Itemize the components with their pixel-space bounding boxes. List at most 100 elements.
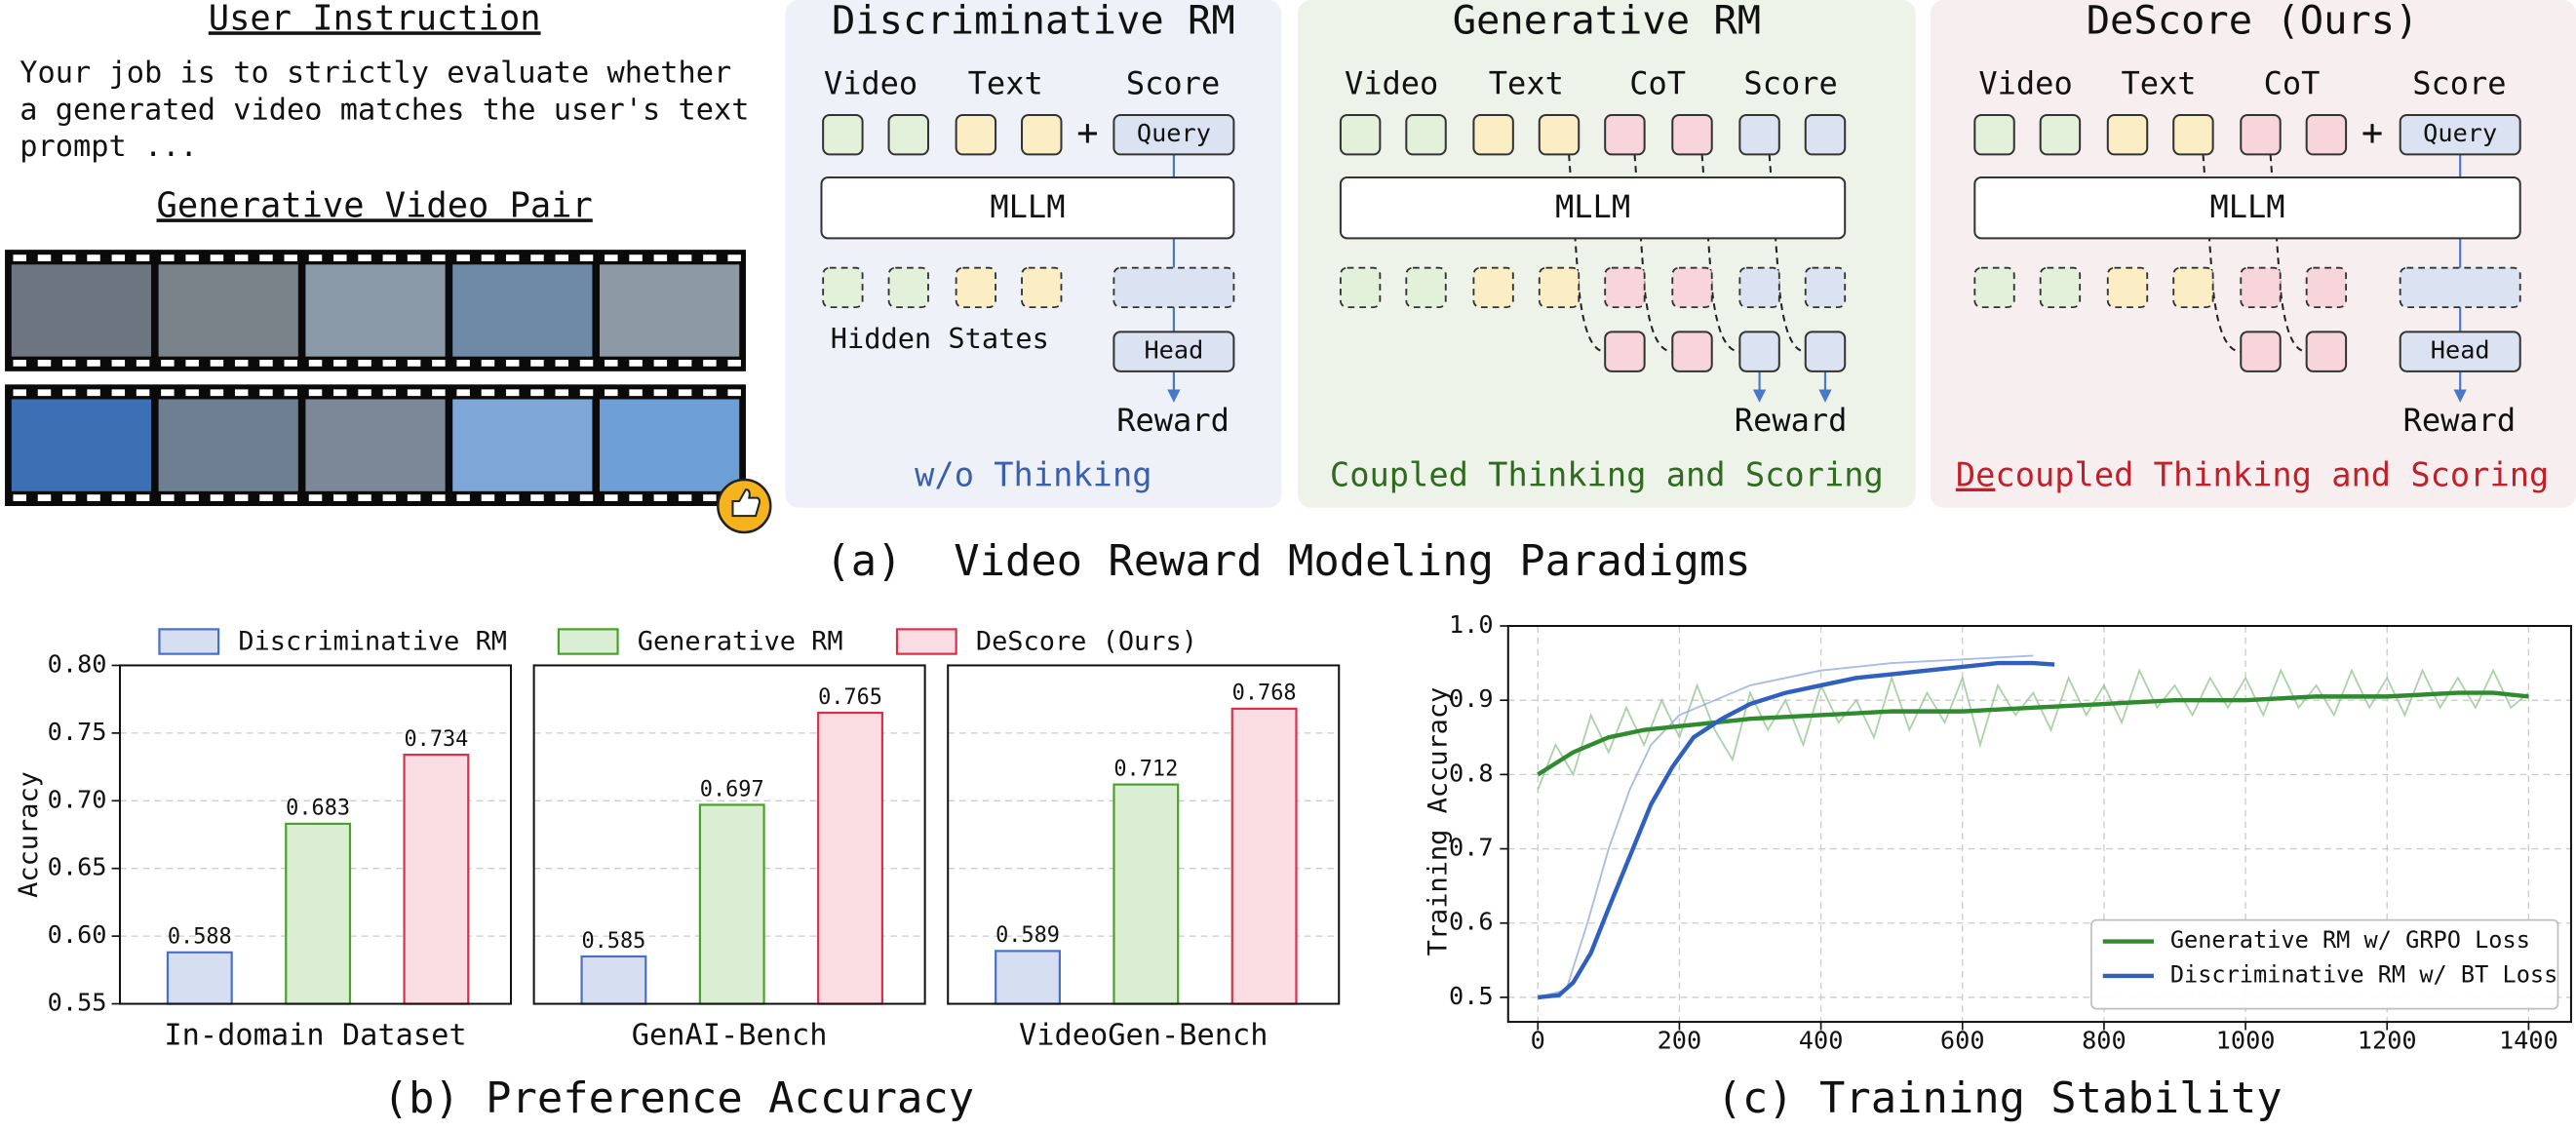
instruction-line: a generated video matches the user's tex…	[20, 93, 749, 127]
sprocket	[185, 494, 199, 501]
bar	[1230, 707, 1298, 1005]
video-frame	[305, 399, 446, 491]
reward-label: Reward	[1116, 402, 1229, 439]
input-label: Score	[2412, 65, 2506, 102]
sprocket	[605, 389, 618, 397]
plus-sign: +	[2361, 112, 2383, 154]
y-tick-label: 0.55	[48, 989, 107, 1017]
sprocket	[653, 494, 668, 501]
cot-link	[2202, 154, 2242, 353]
head-label: Head	[1144, 336, 1203, 365]
legend-label: Generative RM w/ GRPO Loss	[2170, 926, 2530, 954]
sprocket	[505, 389, 520, 397]
output-token	[1804, 331, 1847, 372]
sprocket	[284, 254, 297, 261]
x-tick-label: 1200	[2358, 1026, 2417, 1054]
x-tick-label: 600	[1940, 1026, 1985, 1054]
y-tick-label: 0.5	[1449, 982, 1494, 1010]
hidden-state	[822, 266, 864, 309]
sprocket	[358, 494, 371, 501]
input-label: Video	[1978, 65, 2072, 102]
caption-part: w/o Thinking	[915, 455, 1151, 493]
input-label: Score	[1743, 65, 1837, 102]
sprocket	[161, 494, 175, 501]
reward-label: Reward	[2403, 402, 2517, 439]
legend-swatch	[895, 628, 957, 655]
input-token	[1538, 113, 1581, 156]
input-label: Text	[2121, 65, 2196, 102]
sprocket	[87, 494, 100, 501]
hidden-state	[2106, 266, 2149, 309]
raw-series-line	[1537, 668, 2529, 790]
hidden-state	[1738, 266, 1780, 309]
bar-value-label: 0.589	[995, 923, 1060, 948]
sprocket	[62, 360, 76, 367]
legend-swatch	[557, 628, 619, 655]
bar	[403, 753, 470, 1005]
sprocket	[579, 360, 594, 367]
sprocket	[703, 494, 717, 501]
bar	[1112, 783, 1180, 1005]
paradigm-title: Discriminative RM	[832, 0, 1235, 44]
thumbs-up-icon	[731, 488, 761, 518]
sprocket	[111, 254, 126, 261]
sprocket	[37, 360, 52, 367]
hidden-label: Hidden States	[831, 322, 1049, 355]
sprocket	[62, 494, 76, 501]
sprocket	[37, 254, 52, 261]
hidden-state	[2240, 266, 2282, 309]
hidden-state	[1973, 266, 2015, 309]
input-token	[1804, 113, 1847, 156]
sprocket	[210, 389, 224, 397]
x-tick-label: 1000	[2216, 1026, 2276, 1054]
sprocket	[308, 494, 323, 501]
sprocket	[456, 494, 470, 501]
input-token	[1021, 113, 1063, 156]
bar-value-label: 0.765	[818, 685, 882, 710]
video-frame	[158, 399, 298, 491]
sprocket	[259, 494, 273, 501]
mllm-box	[1973, 176, 2521, 240]
sprocket	[234, 389, 249, 397]
sprocket	[161, 389, 175, 397]
sprocket	[727, 389, 741, 397]
sprocket	[308, 254, 323, 261]
input-token	[2039, 113, 2082, 156]
sprocket	[37, 494, 52, 501]
video-frame	[600, 264, 740, 357]
sprocket	[432, 389, 446, 397]
bar-value-label: 0.588	[168, 925, 232, 950]
sprocket	[407, 254, 421, 261]
cot-link	[1700, 154, 1740, 353]
sprocket	[136, 254, 150, 261]
hidden-state	[1405, 266, 1447, 309]
query-token	[2399, 113, 2521, 156]
y-tick-label: 0.60	[48, 920, 107, 949]
sprocket	[87, 389, 100, 397]
x-tick-label: 800	[2082, 1026, 2127, 1054]
sprocket	[382, 494, 397, 501]
sprocket	[678, 254, 692, 261]
head-box	[2399, 331, 2521, 372]
query-token	[1112, 113, 1235, 156]
input-token	[1405, 113, 1447, 156]
sprocket	[308, 360, 323, 367]
sprocket	[13, 254, 26, 261]
plus-sign: +	[1076, 112, 1098, 154]
caption-part: Coupled Thinking and Scoring	[1330, 455, 1884, 493]
input-token	[955, 113, 997, 156]
sprocket	[605, 254, 618, 261]
sprocket	[629, 389, 643, 397]
y-tick-label: 0.7	[1449, 834, 1494, 862]
sprocket	[62, 389, 76, 397]
bar	[817, 711, 883, 1005]
input-token	[1604, 113, 1646, 156]
chart-caption: (b) Preference Accuracy	[383, 1073, 974, 1123]
sprocket	[136, 389, 150, 397]
cot-link	[1633, 154, 1673, 353]
sprocket	[210, 494, 224, 501]
sprocket	[13, 389, 26, 397]
bar	[166, 951, 233, 1005]
legend-label: Discriminative RM w/ BT Loss	[2170, 960, 2557, 988]
